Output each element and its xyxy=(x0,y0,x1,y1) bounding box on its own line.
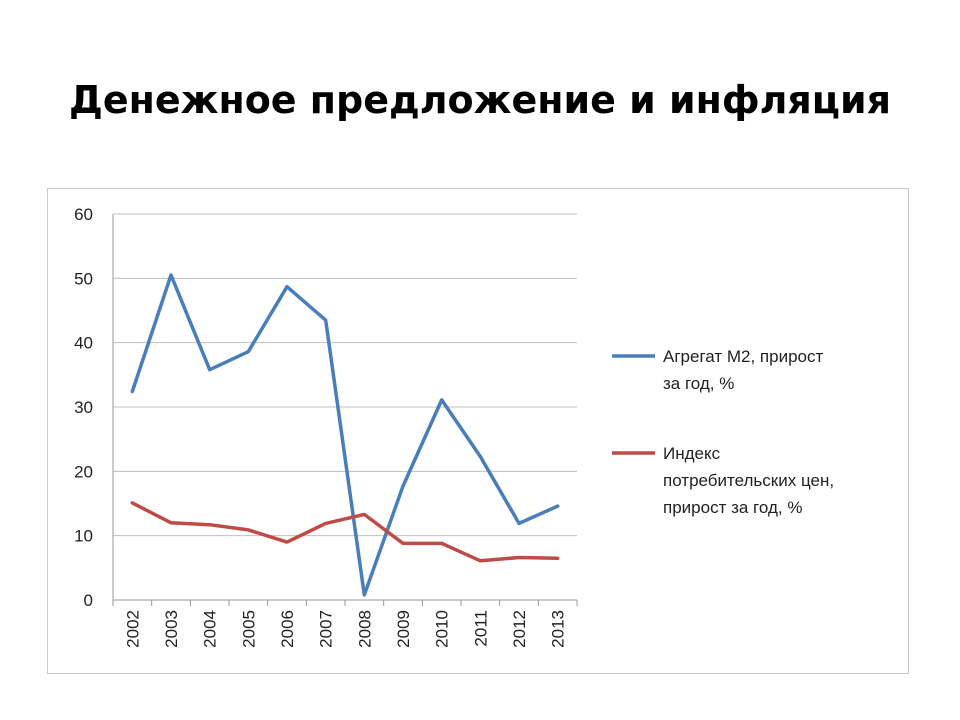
x-tick-label: 2002 xyxy=(123,610,142,648)
slide-title: Денежное предложение и инфляция xyxy=(68,78,891,122)
y-tick-label: 0 xyxy=(84,591,93,610)
legend-label-2: Индекс xyxy=(663,444,721,463)
x-tick-label: 2007 xyxy=(317,610,336,648)
legend-label-1: Агрегат М2, прирост xyxy=(663,347,823,366)
x-tick-label: 2012 xyxy=(510,610,529,648)
legend-label-1: за год, % xyxy=(663,374,734,393)
x-tick-label: 2013 xyxy=(549,610,568,648)
legend-label-2: потребительских цен, xyxy=(663,471,834,490)
series-line-2 xyxy=(130,501,560,563)
y-tick-label: 60 xyxy=(74,205,93,224)
y-tick-label: 30 xyxy=(74,398,93,417)
x-tick-label: 2005 xyxy=(239,610,258,648)
x-tick-label: 2008 xyxy=(355,610,374,648)
x-tick-label: 2006 xyxy=(278,610,297,648)
y-tick-label: 20 xyxy=(74,462,93,481)
legend-label-2: прирост за год, % xyxy=(663,498,802,517)
y-tick-label: 50 xyxy=(74,269,93,288)
x-tick-label: 2011 xyxy=(471,610,490,647)
y-tick-label: 10 xyxy=(74,527,93,546)
x-tick-label: 2009 xyxy=(394,610,413,648)
y-tick-label: 40 xyxy=(74,334,93,353)
x-tick-label: 2004 xyxy=(201,610,220,648)
chart-frame xyxy=(47,188,909,674)
x-tick-label: 2003 xyxy=(162,610,181,648)
x-tick-label: 2010 xyxy=(433,610,452,648)
series-line-1 xyxy=(130,273,560,597)
